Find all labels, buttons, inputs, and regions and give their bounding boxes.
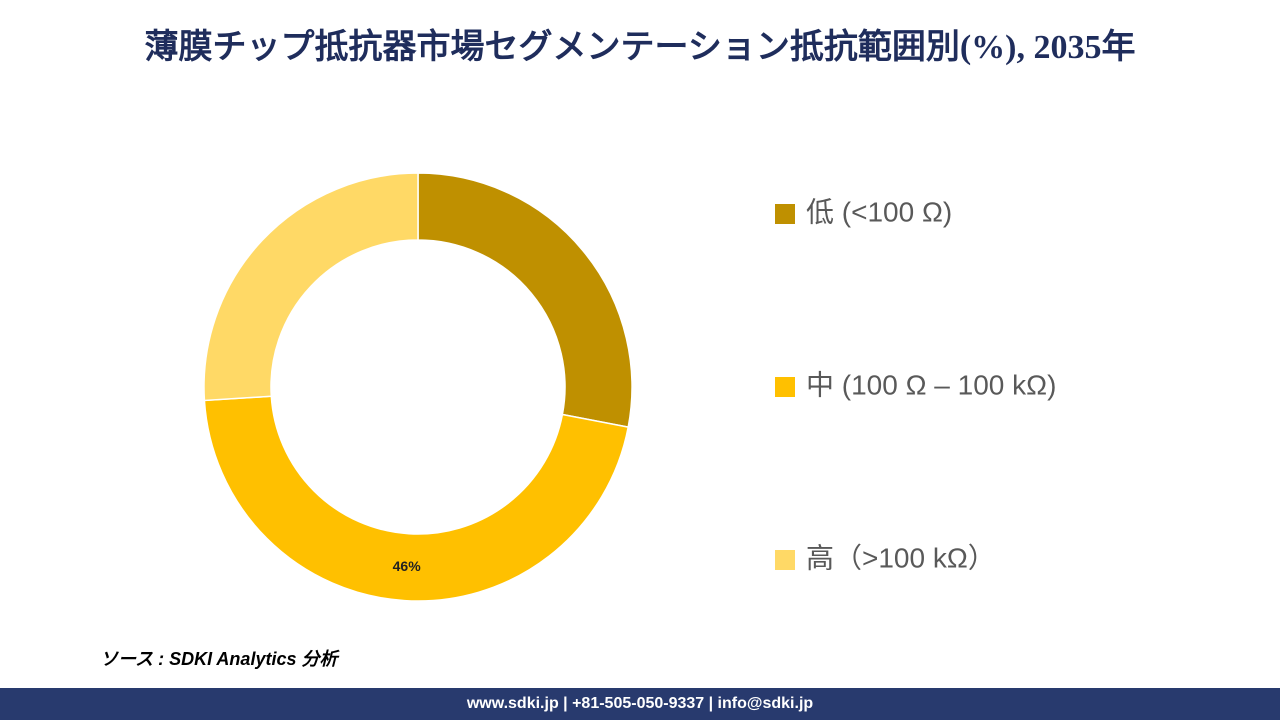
- footer: www.sdki.jp | +81-505-050-9337 | info@sd…: [466, 695, 814, 712]
- legend-label: 低 (<100 Ω): [806, 196, 952, 227]
- source: ソース : SDKI Analytics 分析: [100, 649, 340, 669]
- donut: 46%: [203, 172, 633, 602]
- legend-swatch: [775, 550, 795, 570]
- legend-label: 中 (100 Ω – 100 kΩ): [806, 369, 1056, 400]
- donut-segment: [203, 172, 419, 402]
- chart-title: 薄膜チップ抵抗器市場セグメンテーション抵抗範囲別(%), 2035年: [145, 27, 1136, 66]
- donut-segment: [417, 172, 633, 428]
- data-label: 46%: [393, 558, 422, 574]
- legend-label: 高（>100 kΩ）: [806, 542, 996, 573]
- legend-swatch: [775, 377, 795, 397]
- legend: 低 (<100 Ω) 中 (100 Ω – 100 kΩ) 高（>100 kΩ）: [775, 196, 1056, 573]
- legend-swatch: [775, 204, 795, 224]
- footer-bar: [0, 688, 1280, 720]
- donut-segment: [203, 395, 630, 602]
